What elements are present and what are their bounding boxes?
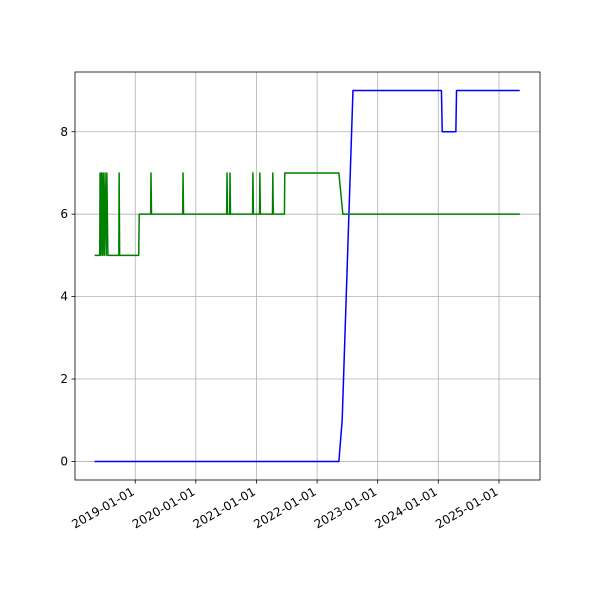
line: [94, 172, 520, 257]
y-tick-label: 2: [60, 372, 68, 386]
y-tick-label: 0: [60, 454, 68, 468]
y-tick-label: 6: [60, 207, 68, 221]
y-tick-label: 4: [60, 290, 68, 304]
plot-frame: [74, 71, 541, 481]
line: [94, 89, 520, 463]
y-tick-label: 8: [60, 125, 68, 139]
